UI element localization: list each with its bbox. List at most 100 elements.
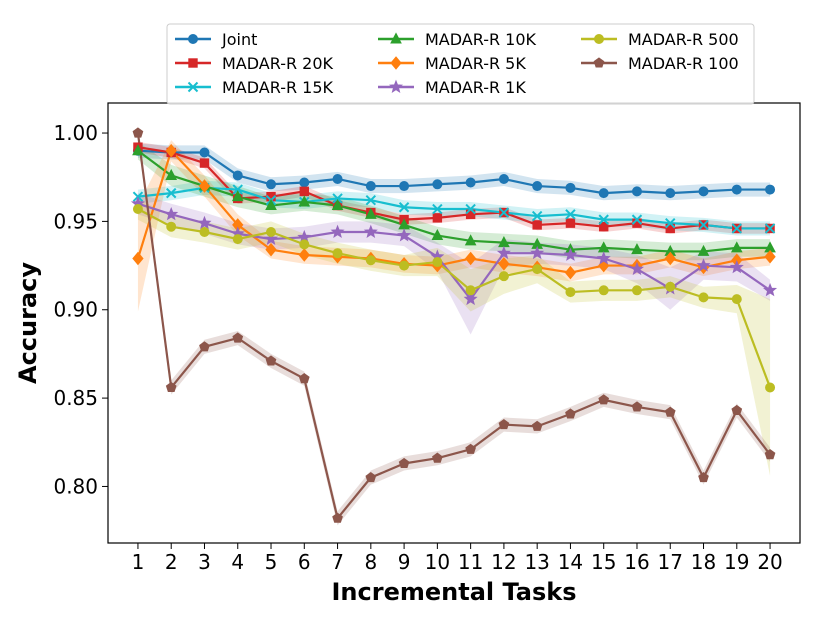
legend-label-madar-r-10k: MADAR-R 10K: [425, 30, 537, 49]
point-madar-r-10k: [697, 244, 710, 256]
point-madar-r-500: [365, 255, 376, 266]
point-madar-r-1k: [164, 206, 179, 221]
point-joint: [498, 173, 509, 184]
y-tick-label: 0.95: [53, 209, 98, 233]
y-axis: 0.80 0.85 0.90 0.95 1.00: [53, 121, 108, 498]
point-madar-r-500: [765, 382, 776, 393]
point-madar-r-100: [265, 355, 277, 366]
point-madar-r-500: [698, 292, 709, 303]
x-tick-label: 12: [491, 550, 516, 574]
point-madar-r-10k: [265, 198, 277, 210]
point-madar-r-100: [531, 420, 543, 431]
point-madar-r-500: [432, 257, 443, 268]
x-tick-label: 10: [425, 550, 450, 574]
point-joint: [631, 186, 642, 197]
x-tick-label: 20: [757, 550, 782, 574]
x-tick-label: 6: [298, 550, 311, 574]
x-tick-label: 13: [524, 550, 549, 574]
point-madar-r-10k: [464, 234, 477, 246]
point-madar-r-100: [731, 404, 743, 416]
point-madar-r-1k: [197, 215, 212, 230]
legend-marker-madar-r-15k: [187, 81, 199, 93]
point-madar-r-10k: [364, 207, 377, 219]
point-madar-r-500: [332, 248, 343, 259]
band-madar-r-10k: [137, 141, 771, 261]
legend-label-madar-r-20k: MADAR-R 20K: [222, 54, 334, 73]
point-madar-r-500: [565, 287, 576, 298]
point-madar-r-500: [598, 285, 609, 296]
y-tick-label: 0.85: [53, 386, 98, 410]
x-tick-label: 9: [398, 550, 411, 574]
point-madar-r-500: [199, 226, 210, 237]
point-joint: [365, 181, 376, 192]
x-tick-label: 8: [364, 550, 377, 574]
point-madar-r-5k: [265, 242, 277, 257]
point-madar-r-100: [764, 449, 776, 460]
point-madar-r-15k: [365, 194, 377, 206]
point-madar-r-15k: [166, 187, 177, 199]
point-joint: [432, 179, 443, 190]
point-madar-r-20k: [199, 158, 210, 168]
point-madar-r-15k: [565, 209, 576, 220]
point-madar-r-15k: [665, 217, 676, 229]
series-lines: [136, 132, 772, 520]
x-tick-label: 15: [591, 550, 616, 574]
band-madar-r-1k: [137, 193, 771, 335]
point-joint: [232, 170, 243, 181]
point-joint: [266, 179, 277, 190]
y-tick-label: 0.90: [53, 298, 98, 322]
point-madar-r-1k: [729, 259, 744, 274]
legend-label-madar-r-100: MADAR-R 100: [628, 54, 739, 73]
point-joint: [465, 177, 476, 188]
x-tick-label: 1: [132, 550, 145, 574]
x-axis: 1 2 3 4 5 6 7 8 9 10 11 12 13 14 15 16 17 18 19 20: [132, 543, 783, 574]
legend-marker-madar-r-100: [593, 57, 605, 68]
y-axis-label: Accuracy: [14, 262, 42, 384]
point-madar-r-15k: [731, 223, 742, 234]
point-madar-r-100: [165, 381, 177, 393]
y-tick-label: 0.80: [53, 474, 98, 498]
point-madar-r-10k: [331, 198, 344, 210]
point-madar-r-15k: [531, 210, 543, 222]
point-madar-r-20k: [599, 221, 609, 232]
band-madar-r-5k: [137, 140, 771, 312]
point-madar-r-500: [299, 239, 310, 250]
point-madar-r-10k: [165, 168, 178, 180]
point-madar-r-1k: [629, 261, 644, 276]
point-madar-r-100: [432, 452, 443, 463]
point-madar-r-100: [465, 443, 476, 454]
point-madar-r-5k: [764, 249, 776, 264]
point-madar-r-500: [166, 221, 177, 232]
point-madar-r-100: [698, 472, 709, 483]
legend-label-madar-r-500: MADAR-R 500: [628, 30, 739, 49]
point-madar-r-15k: [398, 202, 410, 213]
point-joint: [332, 173, 343, 184]
point-madar-r-10k: [631, 243, 643, 255]
point-madar-r-1k: [696, 258, 711, 272]
point-madar-r-10k: [730, 241, 743, 253]
point-madar-r-1k: [563, 247, 578, 261]
legend-box: [166, 23, 755, 105]
point-madar-r-1k: [264, 231, 279, 246]
x-tick-label: 2: [165, 550, 178, 574]
point-madar-r-15k: [631, 214, 643, 225]
point-madar-r-5k: [198, 179, 211, 193]
point-madar-r-500: [465, 285, 476, 296]
x-tick-label: 19: [724, 550, 749, 574]
x-tick-label: 18: [691, 550, 716, 574]
point-madar-r-1k: [463, 291, 478, 306]
point-joint: [731, 184, 742, 195]
point-madar-r-20k: [299, 186, 309, 197]
legend-marker-madar-r-500: [594, 34, 604, 44]
point-madar-r-100: [565, 408, 576, 419]
point-madar-r-15k: [698, 219, 709, 231]
point-joint: [698, 186, 709, 197]
point-madar-r-100: [598, 394, 610, 405]
line-madar-r-100: [136, 132, 771, 520]
line-madar-r-1k: [137, 202, 771, 301]
point-joint: [299, 177, 310, 188]
legend-label-madar-r-1k: MADAR-R 1K: [425, 78, 526, 97]
point-madar-r-500: [532, 264, 543, 275]
legend-marker-joint: [188, 34, 198, 44]
